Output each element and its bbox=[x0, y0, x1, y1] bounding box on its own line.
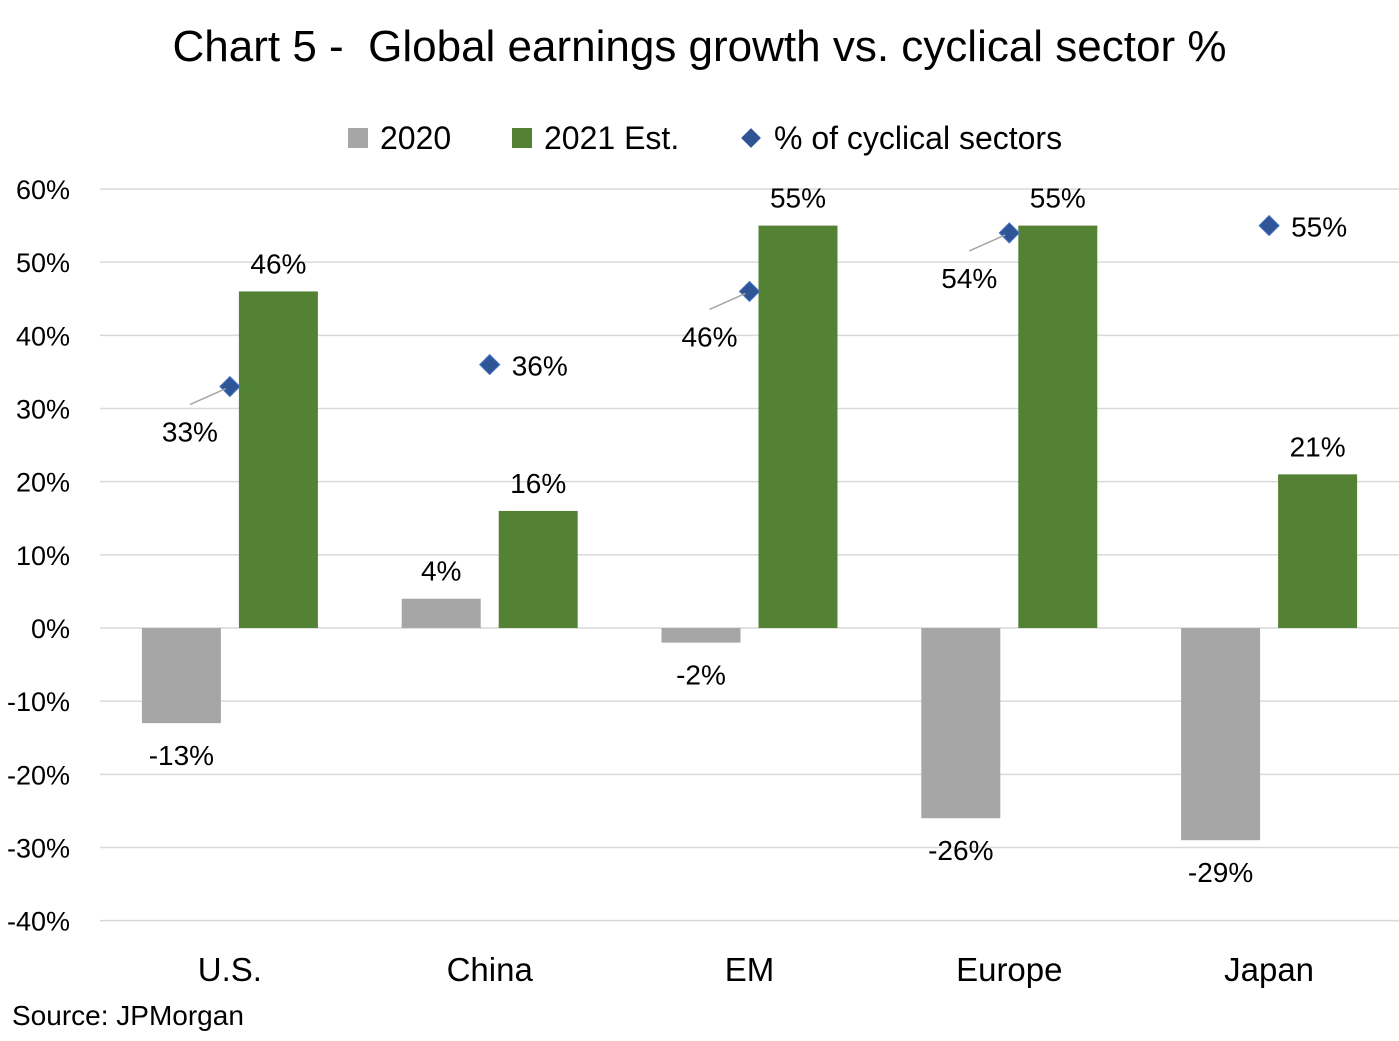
chart-title: Chart 5 - Global earnings growth vs. cyc… bbox=[172, 22, 1227, 71]
legend-label-cyclical: % of cyclical sectors bbox=[774, 119, 1063, 156]
data-label-2021: 46% bbox=[250, 248, 306, 279]
data-label-2020: 4% bbox=[421, 556, 461, 587]
legend-swatch-2020 bbox=[348, 128, 368, 148]
data-label-2020: -13% bbox=[149, 740, 214, 771]
legend-item-2021: 2021 Est. bbox=[512, 118, 679, 158]
leader-line bbox=[709, 292, 746, 311]
data-label-2020: -29% bbox=[1188, 857, 1253, 888]
bar-2020 bbox=[141, 628, 221, 724]
cyclical-point bbox=[219, 375, 241, 398]
cyclical-point bbox=[478, 353, 501, 376]
x-tick-label: U.S. bbox=[198, 951, 262, 988]
legend-item-cyclical: % of cyclical sectors bbox=[740, 118, 1062, 158]
x-tick-label: EM bbox=[725, 951, 775, 988]
y-tick-label: 20% bbox=[16, 468, 70, 498]
legend: 2020 2021 Est. % of cyclical sectors bbox=[0, 118, 1399, 158]
leader-line bbox=[189, 387, 227, 406]
cyclical-point bbox=[998, 222, 1021, 244]
data-label-2020: -26% bbox=[928, 835, 993, 866]
data-label-cyclical: 54% bbox=[941, 263, 997, 294]
data-label-2021: 55% bbox=[770, 183, 826, 214]
bar-2021 bbox=[498, 510, 578, 628]
bar-2020 bbox=[1181, 628, 1261, 841]
data-label-cyclical: 46% bbox=[681, 321, 737, 352]
bar-2020 bbox=[921, 628, 1001, 819]
y-tick-label: -40% bbox=[7, 907, 70, 937]
bar-2020 bbox=[661, 628, 741, 643]
data-label-2021: 21% bbox=[1290, 431, 1346, 462]
bar-2021 bbox=[238, 291, 318, 628]
bar-2021 bbox=[1018, 225, 1098, 629]
legend-label-2020: 2020 bbox=[380, 119, 452, 156]
y-tick-label: 40% bbox=[16, 321, 70, 351]
bar-2021 bbox=[1278, 474, 1358, 628]
cyclical-point bbox=[1258, 214, 1280, 237]
plot-area: 60% 50% 40% 30% 20% 10% 0% -10% -20% -30% -40% -13%… bbox=[7, 175, 1399, 988]
x-tick-label: Europe bbox=[956, 951, 1062, 988]
y-tick-label: -10% bbox=[7, 687, 70, 717]
data-label-2020: -2% bbox=[676, 660, 726, 691]
legend-label-2021: 2021 Est. bbox=[544, 119, 680, 156]
leader-line bbox=[968, 234, 1006, 252]
x-tick-label: China bbox=[447, 951, 534, 988]
y-tick-label: -30% bbox=[7, 834, 70, 864]
y-tick-label: 50% bbox=[16, 248, 70, 278]
data-label-cyclical: 55% bbox=[1291, 212, 1347, 243]
bar-2021 bbox=[758, 225, 838, 629]
y-tick-label: 0% bbox=[31, 614, 70, 644]
data-label-cyclical: 36% bbox=[512, 351, 568, 382]
legend-item-2020: 2020 bbox=[348, 118, 451, 158]
y-tick-label: 30% bbox=[16, 395, 70, 425]
data-label-cyclical: 33% bbox=[162, 417, 218, 448]
y-tick-label: -20% bbox=[7, 760, 70, 790]
data-label-2021: 55% bbox=[1030, 183, 1086, 214]
data-label-2021: 16% bbox=[510, 468, 566, 499]
y-tick-label: 60% bbox=[16, 175, 70, 205]
y-tick-label: 10% bbox=[16, 541, 70, 571]
x-tick-label: Japan bbox=[1224, 951, 1314, 988]
cyclical-point bbox=[738, 280, 761, 303]
legend-swatch-2021 bbox=[512, 128, 532, 148]
bar-2020 bbox=[401, 598, 481, 628]
source-note: Source: JPMorgan bbox=[12, 1000, 244, 1031]
